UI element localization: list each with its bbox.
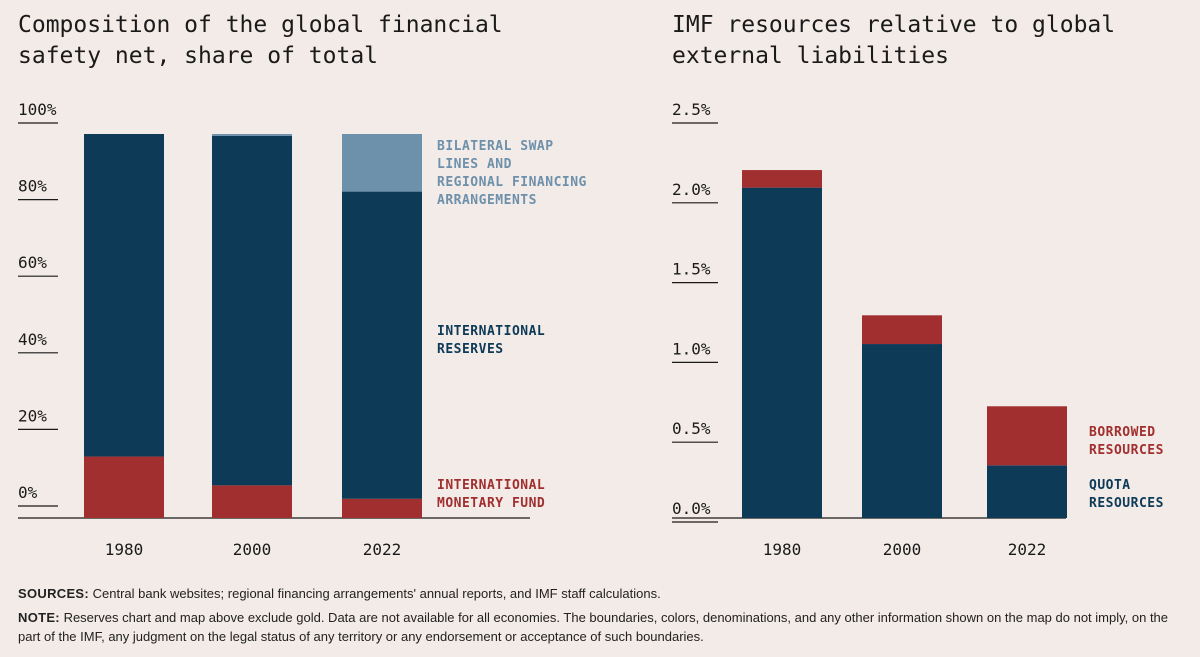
bar-international-monetary-2022 — [342, 498, 422, 518]
bar-borrowed-resources-2022 — [987, 406, 1067, 466]
sources-label: SOURCES: — [18, 586, 90, 601]
bar-international-reserves-2022 — [342, 191, 422, 499]
legend-label-imf: INTERNATIONAL — [437, 478, 545, 493]
x-tick-label: 2000 — [233, 540, 272, 559]
charts-canvas: 0% 20% 40% 60% 80% 100% 1980 2000 2022 BILATERAL … — [18, 100, 1164, 559]
legend-label-reserves: INTERNATIONAL — [437, 324, 545, 339]
y-tick-label: 0.5% — [672, 419, 711, 438]
bar-bilateral-swap-2022 — [342, 134, 422, 192]
legend-label-swap: ARRANGEMENTS — [437, 193, 537, 208]
y-tick-label: 2.0% — [672, 180, 711, 199]
bar-international-monetary-1980 — [84, 456, 164, 518]
bar-quota-resources-2000 — [862, 344, 942, 518]
legend-label-imf: MONETARY FUND — [437, 496, 545, 511]
right-chart-title: IMF resources relative to global externa… — [672, 12, 1116, 69]
legend-label-borrowed: BORROWED — [1089, 425, 1156, 440]
legend-label-borrowed: RESOURCES — [1089, 443, 1164, 458]
bar-quota-resources-1980 — [742, 187, 822, 519]
note-text: Reserves chart and map above exclude gol… — [18, 610, 1169, 644]
legend-label-reserves: RESERVES — [437, 342, 504, 357]
y-tick-label: 1.0% — [672, 339, 711, 358]
bar-borrowed-resources-2000 — [862, 315, 942, 345]
bar-bilateral-swap-2000 — [212, 134, 292, 136]
y-tick-label: 1.5% — [672, 260, 711, 279]
bar-international-reserves-1980 — [84, 134, 164, 457]
bar-international-monetary-2000 — [212, 485, 292, 518]
y-tick-label: 0.0% — [672, 499, 711, 518]
imf-resources-chart: 0.0% 0.5% 1.0% 1.5% 2.0% 2.5% 1980 2000 2022 BORR… — [672, 100, 1164, 559]
y-tick-label: 40% — [18, 330, 47, 349]
y-tick-label: 80% — [18, 177, 47, 196]
legend-label-quota: QUOTA — [1089, 478, 1131, 493]
x-tick-label: 1980 — [763, 540, 802, 559]
y-tick-label: 60% — [18, 253, 47, 272]
legend-label-swap: REGIONAL FINANCING — [437, 175, 587, 190]
sources-note: SOURCES: Central bank websites; regional… — [18, 584, 1190, 603]
y-tick-label: 20% — [18, 406, 47, 425]
y-tick-label: 0% — [18, 483, 38, 502]
note-label: NOTE: — [18, 610, 60, 625]
x-tick-label: 2022 — [363, 540, 402, 559]
x-tick-label: 1980 — [105, 540, 144, 559]
x-tick-label: 2022 — [1008, 540, 1047, 559]
y-tick-label: 100% — [18, 100, 57, 119]
composition-chart: 0% 20% 40% 60% 80% 100% 1980 2000 2022 BILATERAL … — [18, 100, 587, 559]
y-tick-label: 2.5% — [672, 100, 711, 119]
sources-text: Central bank websites; regional financin… — [89, 586, 661, 601]
bar-borrowed-resources-1980 — [742, 170, 822, 188]
legend-label-swap: BILATERAL SWAP — [437, 139, 554, 154]
x-tick-label: 2000 — [883, 540, 922, 559]
legend-label-quota: RESOURCES — [1089, 496, 1164, 511]
bar-international-reserves-2000 — [212, 135, 292, 486]
footnote: NOTE: Reserves chart and map above exclu… — [18, 608, 1190, 646]
legend-label-swap: LINES AND — [437, 157, 512, 172]
bar-quota-resources-2022 — [987, 465, 1067, 518]
left-chart-title: Composition of the global financial safe… — [18, 12, 503, 69]
